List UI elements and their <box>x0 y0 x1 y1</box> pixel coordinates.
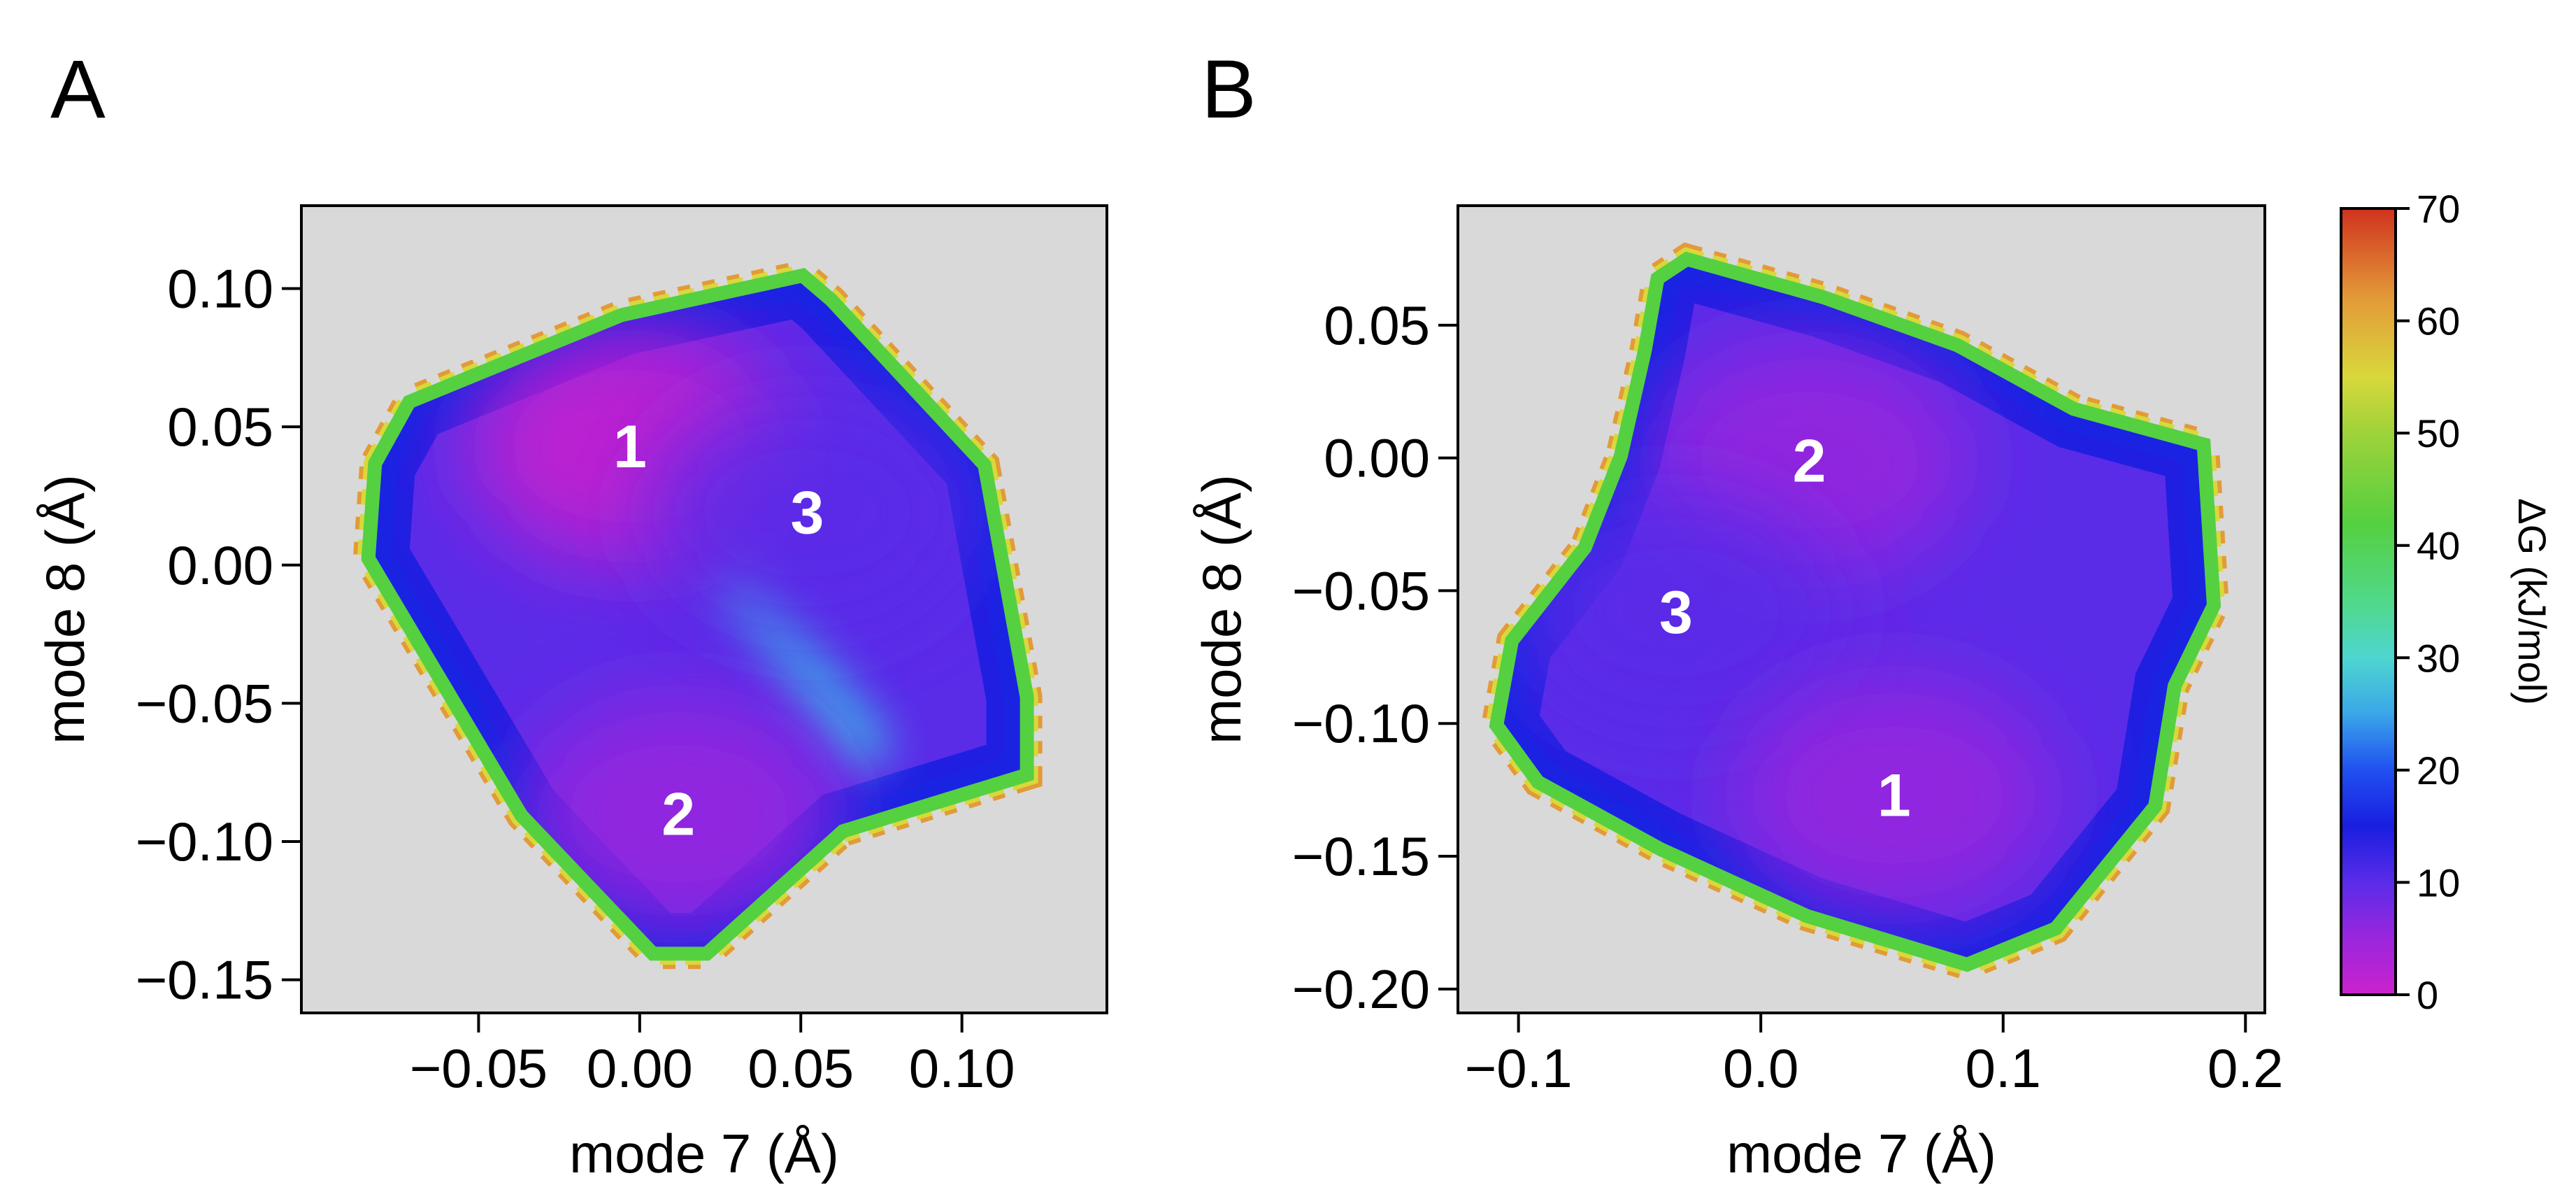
x-tick-label: 0.1 <box>1966 1037 2041 1099</box>
panel-b-plot-frame <box>1457 204 2266 1014</box>
panel-a-x-ticks: −0.05 0.00 0.05 0.10 <box>410 1013 1015 1099</box>
colorbar-tick-label: 20 <box>2417 748 2460 793</box>
panel-a-heatmap <box>352 259 1043 970</box>
panel-b-letter: B <box>1201 43 1257 136</box>
colorbar-tick-label: 60 <box>2417 299 2460 343</box>
colorbar-ticks: 70 60 50 40 30 20 10 0 <box>2396 187 2460 1017</box>
basin-label-2: 2 <box>1793 427 1826 495</box>
y-tick-label: −0.10 <box>1292 693 1430 754</box>
basin-label-3: 3 <box>1659 579 1693 646</box>
colorbar-tick-label: 40 <box>2417 524 2460 568</box>
colorbar: 70 60 50 40 30 20 10 0 ΔG (kJ/mol) <box>2340 187 2554 1017</box>
basin-label-2: 2 <box>661 781 695 848</box>
energy-basin <box>1515 492 1837 731</box>
y-tick-label: −0.05 <box>1292 560 1430 621</box>
energy-basin <box>517 695 840 933</box>
panel-a-basin-labels: 1 2 3 <box>613 413 824 849</box>
y-tick-label: −0.05 <box>136 672 273 734</box>
panel-b-y-axis-title: mode 8 (Å) <box>1191 474 1252 744</box>
basin-label-1: 1 <box>1877 762 1911 830</box>
panel-b-heatmap <box>1480 242 2230 981</box>
energy-basin <box>1733 676 2055 914</box>
panel-a: A −0.05 0.00 0.05 0.10 0.100.050.00−0.05−0.… <box>34 43 1108 1184</box>
y-tick-label: −0.10 <box>136 811 273 872</box>
x-tick-label: 0.0 <box>1723 1037 1798 1099</box>
y-tick-label: 0.05 <box>167 396 273 457</box>
panel-a-y-ticks: 0.10 0.05 0.00 −0.05 −0.10 −0.15 <box>136 258 301 1011</box>
x-tick-label: 0.00 <box>587 1037 693 1099</box>
y-tick-label: 0.00 <box>1324 427 1430 489</box>
colorbar-tick-label: 10 <box>2417 860 2460 904</box>
colorbar-tick-label: 70 <box>2417 187 2460 231</box>
x-tick-label: −0.1 <box>1465 1037 1573 1099</box>
panel-a-x-axis-title: mode 7 (Å) <box>569 1123 839 1184</box>
basin-label-3: 3 <box>791 480 824 547</box>
panel-a-letter: A <box>50 43 106 136</box>
y-tick-label: −0.15 <box>1292 825 1430 887</box>
panel-a-y-axis-title: mode 8 (Å) <box>34 474 96 744</box>
x-tick-label: 0.10 <box>909 1037 1015 1099</box>
x-tick-label: 0.05 <box>747 1037 854 1099</box>
energy-basin <box>646 393 968 632</box>
panel-b-x-axis-title: mode 7 (Å) <box>1726 1123 1996 1184</box>
colorbar-frame <box>2340 207 2397 996</box>
x-tick-label: −0.05 <box>410 1037 548 1099</box>
colorbar-fill <box>2341 208 2396 995</box>
x-tick-label: 0.2 <box>2208 1037 2283 1099</box>
y-tick-label: −0.15 <box>136 949 273 1011</box>
panel-b-basin-labels: 2 3 1 <box>1659 427 1911 829</box>
colorbar-tick-label: 30 <box>2417 636 2460 680</box>
colorbar-tick-label: 50 <box>2417 411 2460 455</box>
panel-b-y-ticks: 0.05 0.00 −0.05 −0.10 −0.15 −0.20 <box>1292 295 1458 1020</box>
y-tick-label: −0.20 <box>1292 958 1430 1020</box>
surface-interior <box>375 283 1020 947</box>
colorbar-tick-label: 0 <box>2417 973 2438 1017</box>
basin-label-1: 1 <box>613 413 647 481</box>
y-tick-label: 0.00 <box>167 534 273 596</box>
panel-a-plot-frame <box>300 204 1108 1014</box>
y-tick-label: 0.10 <box>167 258 273 320</box>
colorbar-title: ΔG (kJ/mol) <box>2510 498 2554 705</box>
y-tick-label: 0.05 <box>1324 295 1430 356</box>
panel-b: B −0.1 0.0 0.1 0.2 0.05 0.00 −0.05 −0.10 −0.15 −… <box>1191 43 2283 1184</box>
panel-b-x-ticks: −0.1 0.0 0.1 0.2 <box>1465 1013 2283 1099</box>
